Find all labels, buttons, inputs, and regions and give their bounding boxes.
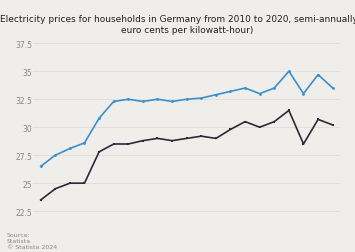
Text: Source:
Statista
© Statista 2024: Source: Statista © Statista 2024 [7, 232, 58, 249]
Title: Electricity prices for households in Germany from 2010 to 2020, semi-annually (i: Electricity prices for households in Ger… [0, 15, 355, 35]
